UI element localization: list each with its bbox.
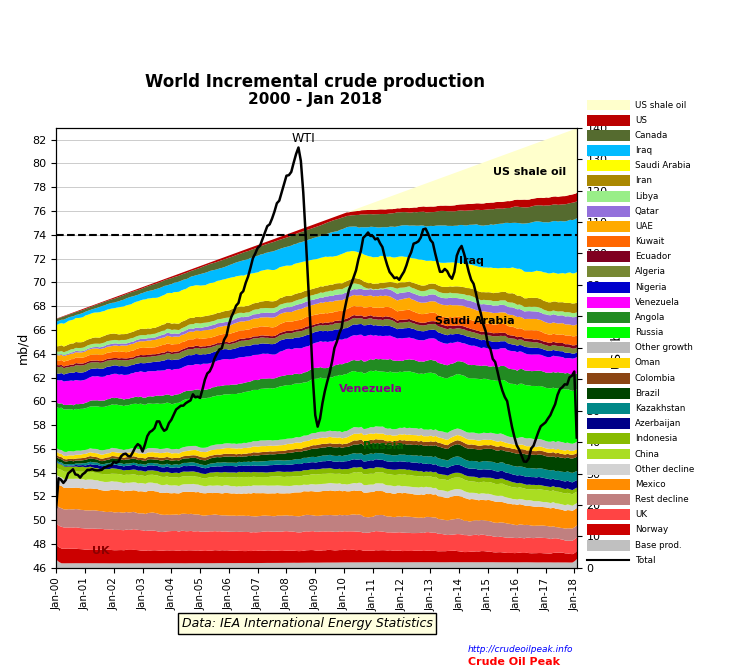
Text: Colombia: Colombia	[635, 374, 676, 382]
FancyBboxPatch shape	[587, 327, 630, 338]
FancyBboxPatch shape	[587, 267, 630, 278]
Text: Canada: Canada	[635, 131, 668, 140]
Text: Iran: Iran	[635, 176, 652, 185]
Text: Ecuador: Ecuador	[635, 252, 670, 261]
FancyBboxPatch shape	[587, 479, 630, 490]
Text: Russia: Russia	[363, 441, 404, 451]
Text: Nigeria: Nigeria	[635, 283, 667, 292]
Text: UK: UK	[635, 510, 647, 519]
FancyBboxPatch shape	[587, 130, 630, 141]
Text: US shale oil: US shale oil	[493, 167, 566, 177]
Text: China: China	[635, 450, 660, 458]
Y-axis label: mb/d: mb/d	[16, 332, 29, 364]
Text: Mexico: Mexico	[635, 480, 665, 489]
Text: World Incremental crude production: World Incremental crude production	[145, 73, 485, 91]
Text: Kuwait: Kuwait	[635, 237, 664, 246]
Text: Kazakhstan: Kazakhstan	[635, 404, 685, 413]
FancyBboxPatch shape	[587, 206, 630, 216]
Text: Venezuela: Venezuela	[635, 298, 680, 307]
FancyBboxPatch shape	[587, 403, 630, 414]
FancyBboxPatch shape	[587, 99, 630, 110]
Text: Oman: Oman	[635, 358, 661, 368]
Y-axis label: US$/bl: US$/bl	[610, 327, 623, 368]
FancyBboxPatch shape	[587, 388, 630, 398]
Text: Iraq: Iraq	[459, 257, 484, 267]
FancyBboxPatch shape	[587, 524, 630, 536]
Text: Saudi Arabia: Saudi Arabia	[435, 316, 515, 326]
FancyBboxPatch shape	[587, 433, 630, 444]
Text: UAE: UAE	[635, 222, 652, 231]
FancyBboxPatch shape	[587, 540, 630, 550]
FancyBboxPatch shape	[587, 145, 630, 156]
Text: Azerbaijan: Azerbaijan	[635, 419, 682, 428]
Text: http://crudeoilpeak.info: http://crudeoilpeak.info	[468, 645, 574, 654]
FancyBboxPatch shape	[587, 449, 630, 460]
FancyBboxPatch shape	[587, 175, 630, 186]
Text: Other growth: Other growth	[635, 343, 693, 352]
FancyBboxPatch shape	[587, 115, 630, 126]
FancyBboxPatch shape	[587, 191, 630, 202]
Text: Libya: Libya	[635, 192, 658, 200]
Text: Venezuela: Venezuela	[339, 384, 403, 394]
Text: Base prod.: Base prod.	[635, 540, 682, 550]
Text: Russia: Russia	[635, 328, 663, 337]
Text: US shale oil: US shale oil	[635, 101, 686, 110]
Text: US: US	[635, 116, 647, 125]
FancyBboxPatch shape	[587, 342, 630, 353]
Text: Crude Oil Peak: Crude Oil Peak	[468, 657, 560, 667]
Text: UK: UK	[92, 546, 109, 556]
Text: Indonesia: Indonesia	[635, 434, 677, 444]
Text: Data: IEA International Energy Statistics: Data: IEA International Energy Statistic…	[182, 617, 432, 630]
FancyBboxPatch shape	[587, 464, 630, 474]
FancyBboxPatch shape	[587, 312, 630, 323]
Text: WTI: WTI	[291, 132, 315, 145]
FancyBboxPatch shape	[587, 236, 630, 247]
FancyBboxPatch shape	[587, 494, 630, 505]
Text: Saudi Arabia: Saudi Arabia	[635, 161, 691, 170]
Text: Angola: Angola	[635, 313, 665, 322]
Text: Iraq: Iraq	[635, 146, 652, 155]
Text: Norway: Norway	[635, 526, 668, 534]
Text: Qatar: Qatar	[635, 207, 659, 216]
FancyBboxPatch shape	[587, 221, 630, 232]
Text: Other decline: Other decline	[635, 465, 694, 474]
FancyBboxPatch shape	[587, 297, 630, 308]
Text: Rest decline: Rest decline	[635, 495, 688, 504]
Text: 2000 - Jan 2018: 2000 - Jan 2018	[247, 92, 382, 107]
FancyBboxPatch shape	[587, 373, 630, 384]
Text: Algeria: Algeria	[635, 267, 666, 276]
FancyBboxPatch shape	[587, 282, 630, 292]
FancyBboxPatch shape	[587, 418, 630, 429]
Text: Total: Total	[635, 556, 655, 564]
FancyBboxPatch shape	[587, 160, 630, 171]
FancyBboxPatch shape	[587, 251, 630, 262]
FancyBboxPatch shape	[587, 358, 630, 368]
Text: Brazil: Brazil	[635, 389, 659, 398]
FancyBboxPatch shape	[587, 509, 630, 520]
